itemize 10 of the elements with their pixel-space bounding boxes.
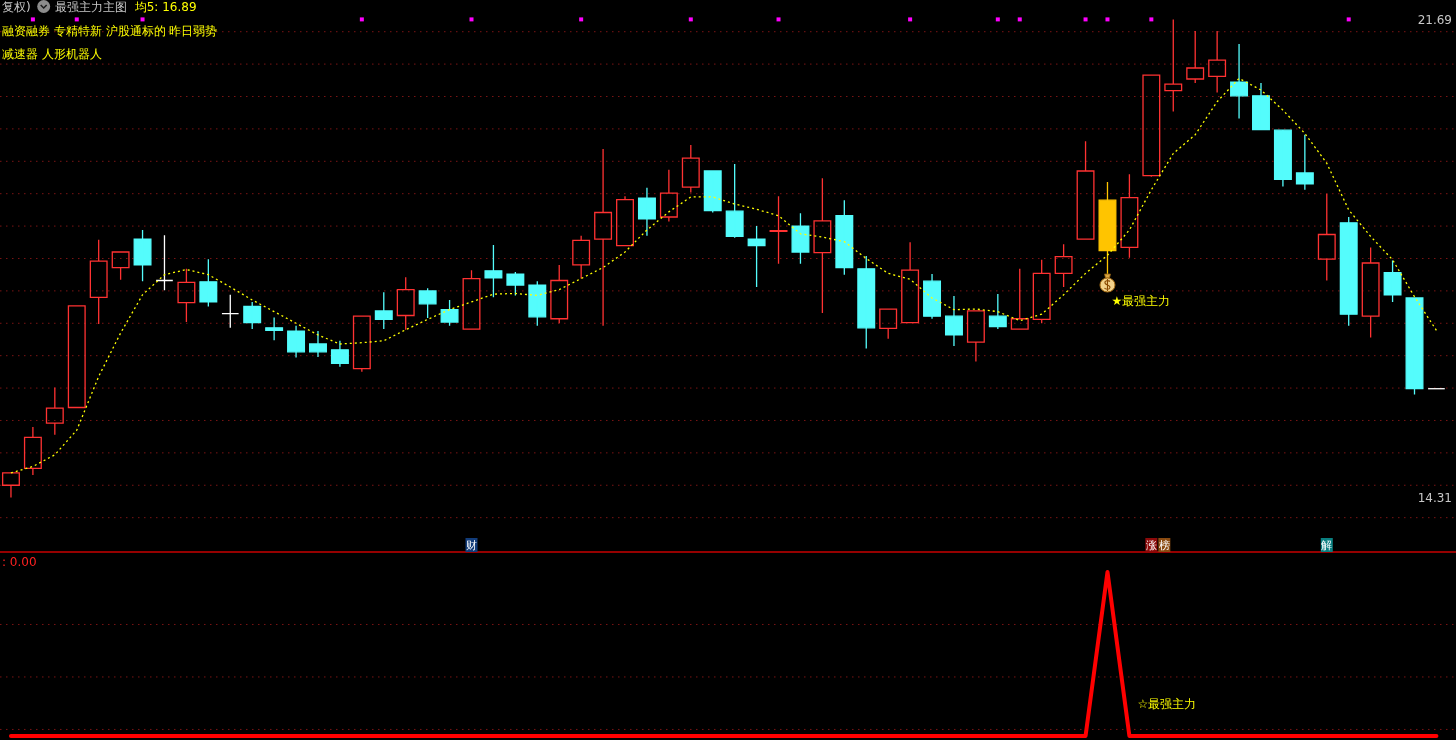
annotation: 融资融券 专精特新 沪股通标的 昨日弱势 [2, 24, 218, 38]
annotation: ★最强主力 [1111, 294, 1171, 308]
chart-title: 最强主力主图 [54, 0, 127, 14]
annotation: 减速器 人形机器人 [2, 47, 102, 61]
annotation: ☆最强主力 [1137, 697, 1197, 711]
y-tick-label: 14.31 [1417, 491, 1452, 506]
text: : 0.00 [2, 555, 37, 569]
text: 均5: 16.89 [133, 0, 197, 14]
text: 复权) [2, 0, 31, 14]
y-tick-label: 21.69 [1417, 12, 1452, 27]
